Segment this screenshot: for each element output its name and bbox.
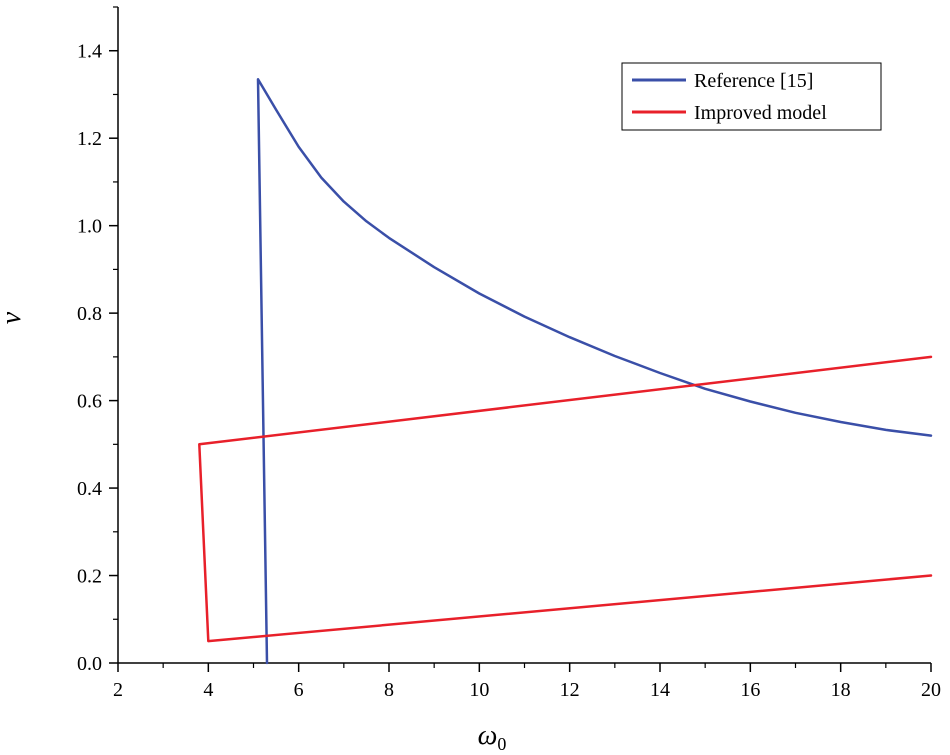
y-axis: 0.0 0.2 0.4 0.6 0.8 1.0 1.2 1.4 bbox=[77, 6, 118, 675]
y-tick-label: 0.8 bbox=[77, 303, 102, 325]
x-tick-label: 20 bbox=[921, 679, 941, 701]
x-tick-label: 16 bbox=[740, 679, 760, 701]
x-tick-label: 18 bbox=[831, 679, 851, 701]
x-tick-label: 8 bbox=[384, 679, 394, 701]
x-axis: 2 4 6 8 10 12 14 16 18 20 bbox=[113, 663, 941, 701]
legend: Reference [15] Improved model bbox=[621, 62, 882, 131]
y-tick-label: 0.2 bbox=[77, 566, 102, 588]
x-tick-label: 6 bbox=[294, 679, 304, 701]
y-axis-title: ν bbox=[0, 311, 27, 324]
series-line-reference bbox=[256, 77, 933, 665]
x-axis-title-subscript: 0 bbox=[497, 734, 506, 754]
x-tick-label: 2 bbox=[113, 679, 123, 701]
x-tick-label: 10 bbox=[469, 679, 489, 701]
y-tick-label: 1.2 bbox=[77, 128, 102, 150]
y-tick-label: 1.4 bbox=[77, 41, 102, 63]
y-tick-label: 0.4 bbox=[77, 478, 102, 500]
series-line-improved bbox=[198, 355, 933, 643]
y-tick-label: 1.0 bbox=[77, 216, 102, 238]
series-layer bbox=[198, 77, 933, 665]
x-axis-title-main: ω bbox=[478, 720, 498, 751]
x-axis-title: ω0 bbox=[478, 720, 507, 754]
y-tick-label: 0.6 bbox=[77, 391, 102, 413]
x-tick-label: 12 bbox=[560, 679, 580, 701]
legend-label-reference: Reference [15] bbox=[694, 70, 813, 92]
x-tick-label: 14 bbox=[650, 679, 670, 701]
legend-label-improved: Improved model bbox=[694, 102, 827, 124]
x-tick-label: 4 bbox=[203, 679, 213, 701]
legend-box bbox=[621, 62, 882, 131]
y-tick-label: 0.0 bbox=[77, 653, 102, 675]
